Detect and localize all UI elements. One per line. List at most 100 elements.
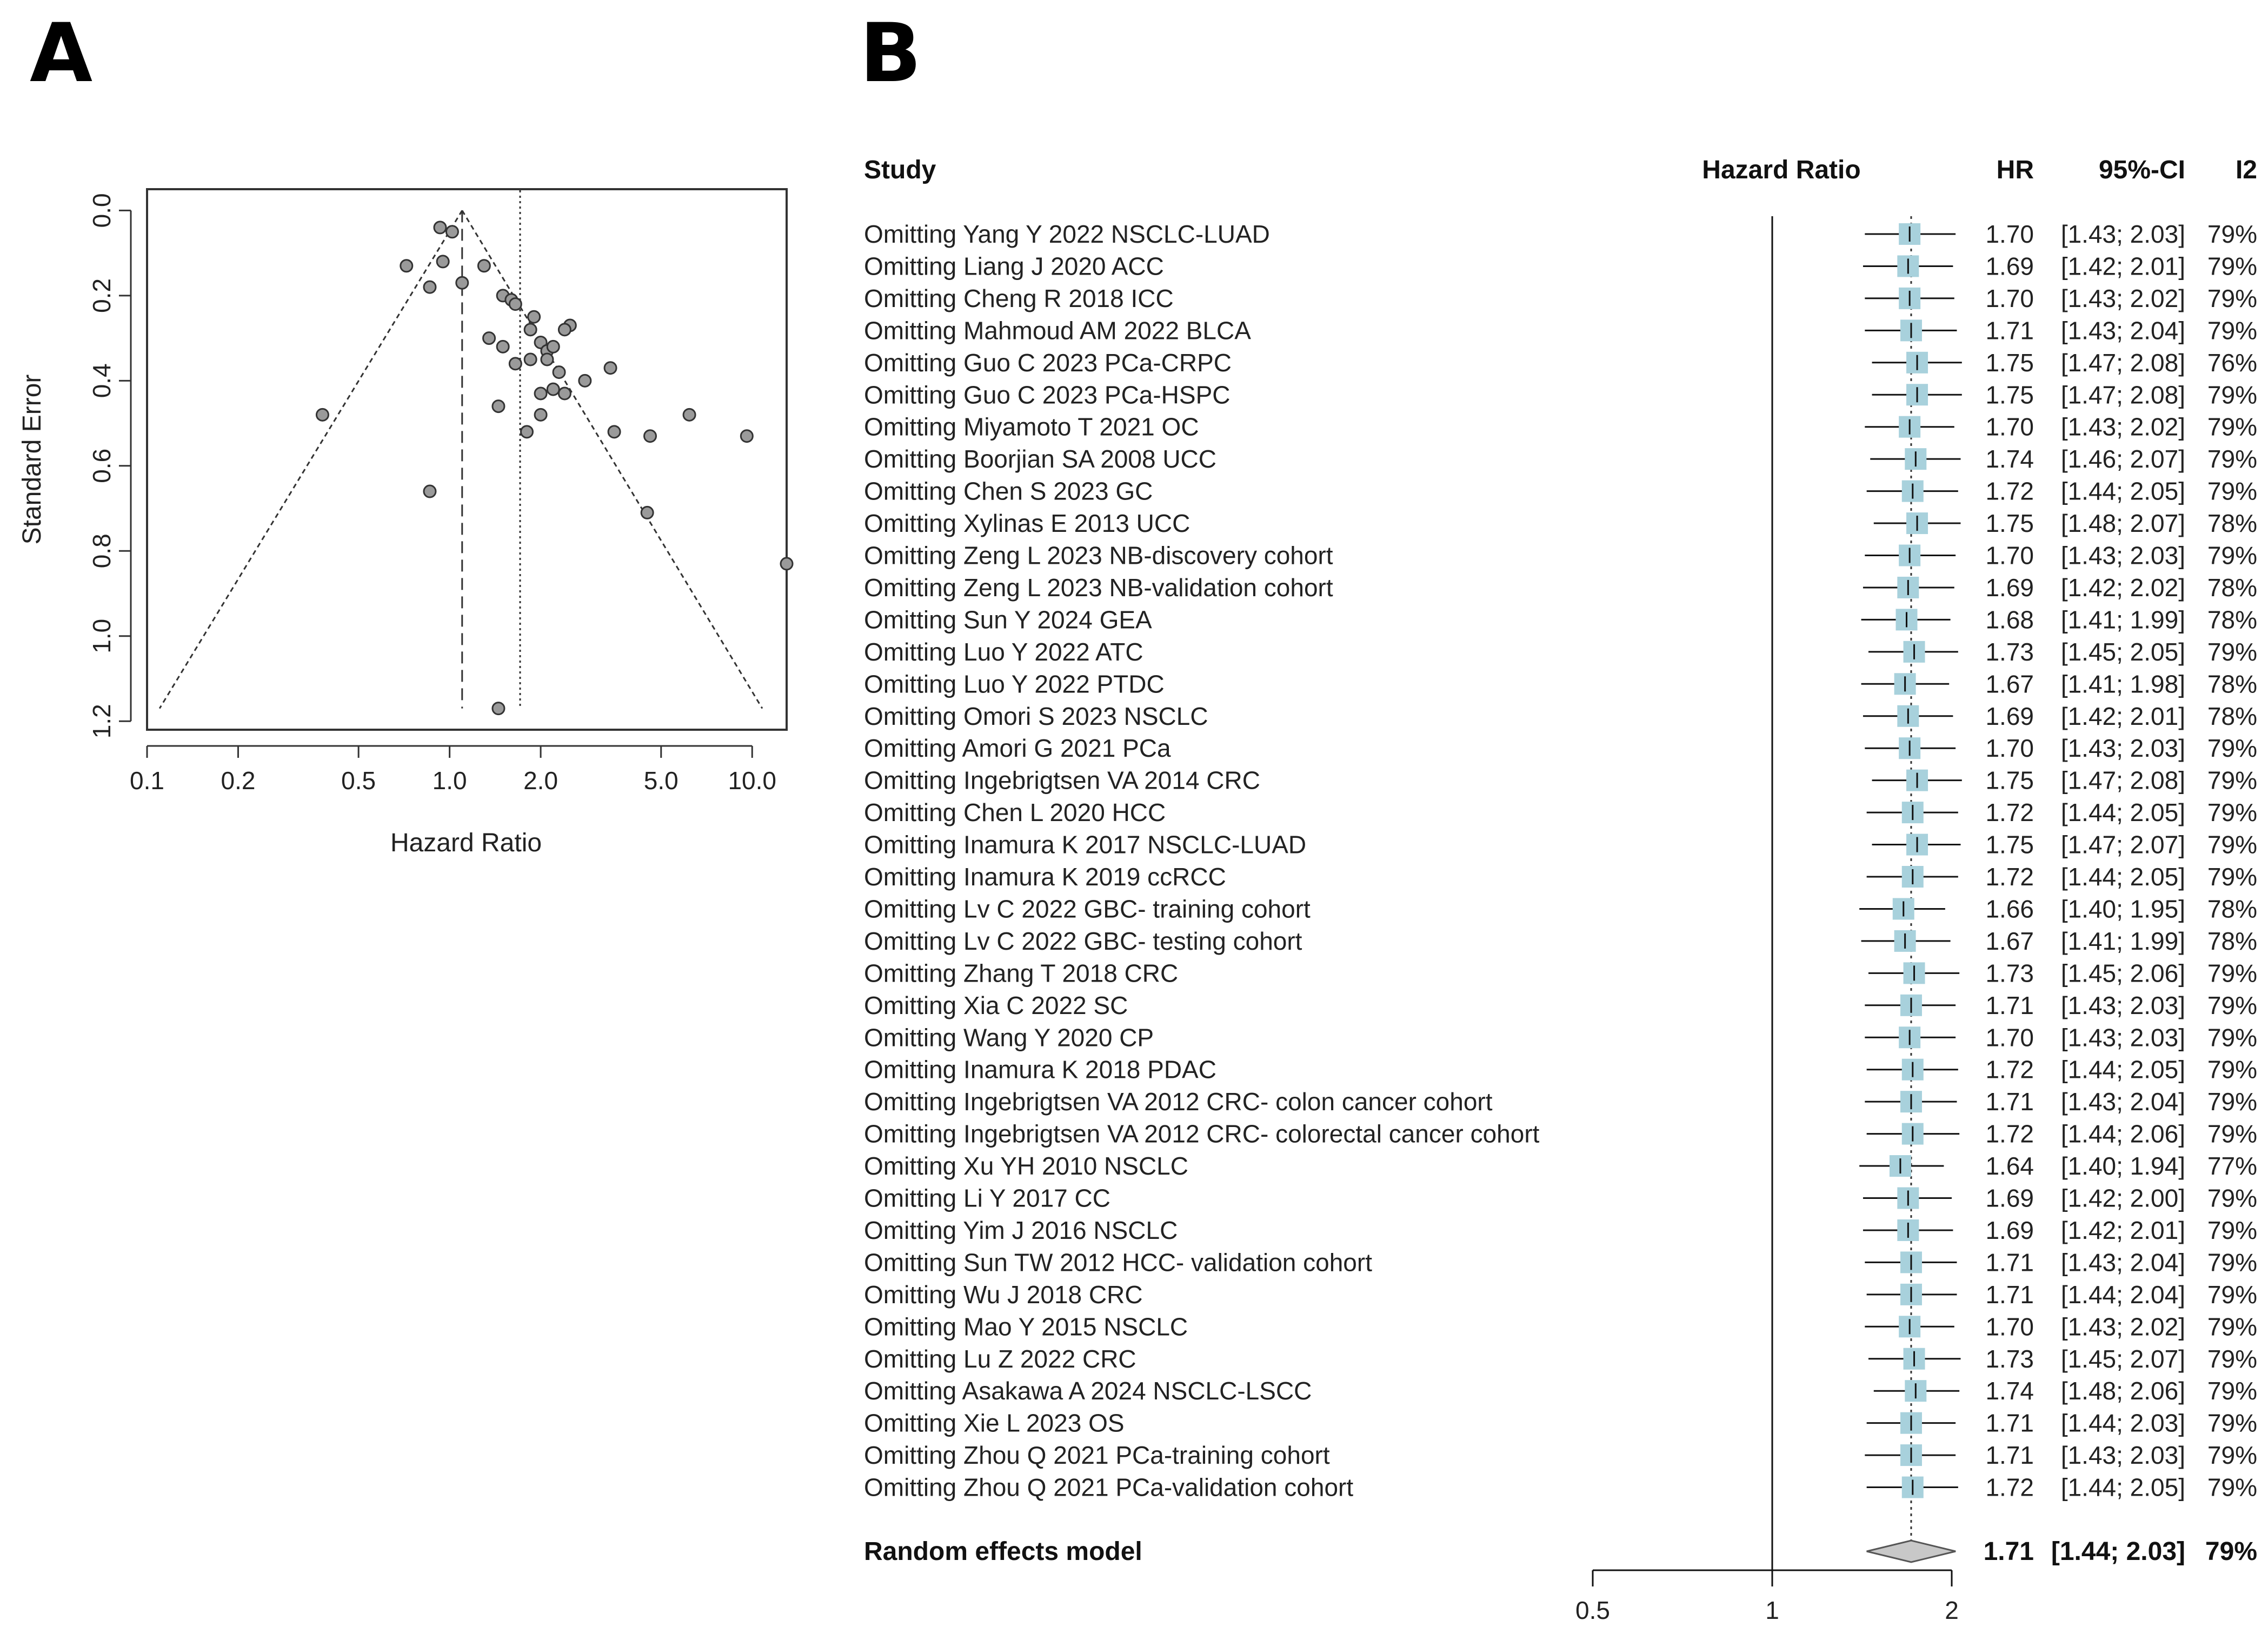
study-hr: 1.64 [1985, 1152, 2034, 1180]
study-row: Omitting Li Y 2017 CC 1.69 [1.42; 2.00] 79% [864, 1184, 2257, 1212]
study-label: Omitting Asakawa A 2024 NSCLC-LSCC [864, 1377, 1312, 1405]
study-i2: 79% [2207, 1441, 2257, 1469]
study-hr: 1.70 [1985, 220, 2034, 248]
study-hr: 1.72 [1985, 798, 2034, 826]
study-label: Omitting Amori G 2021 PCa [864, 734, 1171, 762]
study-ci: [1.43; 2.04] [2061, 316, 2185, 344]
summary-ci: [1.44; 2.03] [2051, 1537, 2185, 1566]
study-row: Omitting Amori G 2021 PCa 1.70 [1.43; 2.03… [864, 734, 2257, 762]
funnel-point [508, 297, 522, 311]
funnel-point [491, 399, 506, 414]
study-hr: 1.70 [1985, 413, 2034, 441]
funnel-x-tick-label: 1.0 [433, 766, 467, 795]
study-i2: 76% [2207, 349, 2257, 377]
study-hr: 1.70 [1985, 284, 2034, 312]
study-label: Omitting Ingebrigtsen VA 2012 CRC- color… [864, 1120, 1540, 1148]
study-label: Omitting Lu Z 2022 CRC [864, 1345, 1136, 1373]
panel-label-b: B [860, 6, 921, 101]
study-i2: 77% [2207, 1152, 2257, 1180]
study-ci: [1.44; 2.03] [2061, 1409, 2185, 1437]
study-label: Omitting Zeng L 2023 NB-validation cohor… [864, 574, 1333, 602]
study-ci: [1.40; 1.94] [2061, 1152, 2185, 1180]
forest-plot: Study Hazard Ratio HR 95%-CI I2 Omitting… [864, 156, 2257, 1624]
study-label: Omitting Yang Y 2022 NSCLC-LUAD [864, 220, 1270, 248]
summary-row: Random effects model 1.71 [1.44; 2.03] 79% [864, 1537, 2257, 1566]
funnel-left-boundary [158, 210, 463, 709]
funnel-right-boundary [461, 210, 763, 709]
study-hr: 1.69 [1985, 702, 2034, 730]
study-label: Omitting Luo Y 2022 ATC [864, 638, 1143, 666]
study-ci: [1.43; 2.03] [2061, 734, 2185, 762]
study-hr: 1.71 [1985, 1281, 2034, 1309]
study-i2: 78% [2207, 895, 2257, 923]
study-hr: 1.72 [1985, 863, 2034, 891]
study-label: Omitting Inamura K 2019 ccRCC [864, 863, 1226, 891]
study-ci: [1.47; 2.08] [2061, 381, 2185, 409]
study-i2: 78% [2207, 509, 2257, 537]
study-ci: [1.46; 2.07] [2061, 445, 2185, 473]
study-hr: 1.70 [1985, 734, 2034, 762]
funnel-y-tick-label: 0.2 [88, 278, 116, 313]
study-hr: 1.70 [1985, 1023, 2034, 1051]
study-label: Omitting Xie L 2023 OS [864, 1409, 1125, 1437]
study-label: Omitting Ingebrigtsen VA 2014 CRC [864, 766, 1260, 795]
study-row: Omitting Mahmoud AM 2022 BLCA 1.71 [1.43; … [864, 316, 2257, 344]
study-row: Omitting Lv C 2022 GBC- training cohort 1… [864, 895, 2257, 923]
study-i2: 79% [2207, 284, 2257, 312]
study-hr: 1.75 [1985, 381, 2034, 409]
study-ci: [1.43; 2.03] [2061, 220, 2185, 248]
funnel-y-tick-label: 0.4 [88, 363, 116, 398]
funnel-x-tick-label: 0.1 [130, 766, 164, 795]
study-ci: [1.43; 2.03] [2061, 542, 2185, 570]
study-hr: 1.70 [1985, 1312, 2034, 1341]
study-i2: 79% [2207, 766, 2257, 795]
study-ci: [1.41; 1.98] [2061, 670, 2185, 698]
study-row: Omitting Zeng L 2023 NB-validation cohor… [864, 574, 2257, 602]
study-hr: 1.69 [1985, 574, 2034, 602]
study-i2: 79% [2207, 831, 2257, 859]
study-label: Omitting Xia C 2022 SC [864, 991, 1128, 1019]
study-label: Omitting Lv C 2022 GBC- training cohort [864, 895, 1311, 923]
study-i2: 79% [2207, 445, 2257, 473]
funnel-y-tick-label: 0.8 [88, 534, 116, 568]
study-label: Omitting Sun TW 2012 HCC- validation coh… [864, 1248, 1372, 1276]
study-row: Omitting Yim J 2016 NSCLC 1.69 [1.42; 2.01… [864, 1216, 2257, 1244]
study-ci: [1.44; 2.05] [2061, 863, 2185, 891]
header-study: Study [864, 156, 936, 184]
study-row: Omitting Miyamoto T 2021 OC 1.70 [1.43; 2.… [864, 413, 2257, 441]
study-i2: 78% [2207, 927, 2257, 955]
study-label: Omitting Inamura K 2017 NSCLC-LUAD [864, 831, 1306, 859]
study-label: Omitting Zeng L 2023 NB-discovery cohort [864, 542, 1333, 570]
study-hr: 1.75 [1985, 349, 2034, 377]
study-row: Omitting Guo C 2023 PCa-HSPC 1.75 [1.47; 2… [864, 381, 2257, 409]
study-i2: 79% [2207, 1409, 2257, 1437]
study-label: Omitting Wu J 2018 CRC [864, 1281, 1143, 1309]
funnel-point [523, 323, 537, 337]
study-ci: [1.41; 1.99] [2061, 605, 2185, 634]
study-ci: [1.43; 2.02] [2061, 284, 2185, 312]
funnel-point [482, 331, 496, 345]
study-ci: [1.42; 2.01] [2061, 702, 2185, 730]
funnel-y-tick-label: 1.0 [88, 619, 116, 654]
funnel-point [552, 365, 566, 379]
funnel-point [557, 323, 571, 337]
funnel-plot: 0.1 0.2 0.5 1.0 2.0 5.0 10.0 0.0 0.2 0.4 0.6 0.8 1.… [18, 188, 794, 857]
study-hr: 1.72 [1985, 1120, 2034, 1148]
study-hr: 1.72 [1985, 477, 2034, 505]
study-i2: 79% [2207, 413, 2257, 441]
study-row: Omitting Xylinas E 2013 UCC 1.75 [1.48; 2.… [864, 509, 2257, 537]
header-i2: I2 [2236, 156, 2257, 184]
study-hr: 1.70 [1985, 542, 2034, 570]
study-hr: 1.71 [1985, 316, 2034, 344]
study-label: Omitting Yim J 2016 NSCLC [864, 1216, 1178, 1244]
header-hr: HR [1997, 156, 2034, 184]
study-row: Omitting Asakawa A 2024 NSCLC-LSCC 1.74 [1… [864, 1377, 2257, 1405]
study-ci: [1.40; 1.95] [2061, 895, 2185, 923]
study-ci: [1.45; 2.07] [2061, 1345, 2185, 1373]
study-hr: 1.71 [1985, 1409, 2034, 1437]
study-i2: 79% [2207, 1248, 2257, 1276]
study-row: Omitting Ingebrigtsen VA 2012 CRC- colon… [864, 1088, 2257, 1116]
study-ci: [1.48; 2.06] [2061, 1377, 2185, 1405]
study-label: Omitting Boorjian SA 2008 UCC [864, 445, 1216, 473]
study-hr: 1.71 [1985, 991, 2034, 1019]
